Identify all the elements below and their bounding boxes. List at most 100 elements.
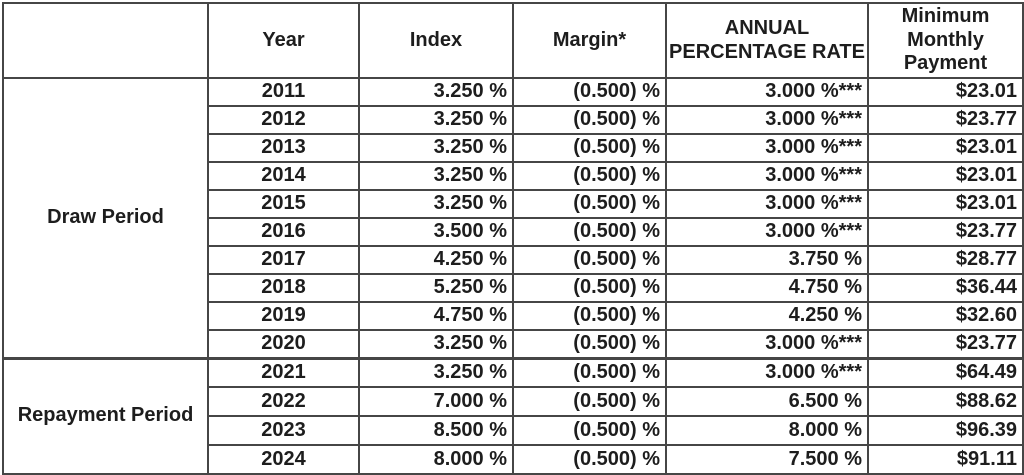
margin-cell: (0.500) % — [512, 217, 667, 247]
payment-cell: $88.62 — [867, 386, 1024, 417]
margin-cell: (0.500) % — [512, 444, 667, 475]
year-cell: 2019 — [207, 301, 360, 331]
table-row: Draw Period 2011 3.250 % (0.500) % 3.000… — [2, 77, 1024, 359]
margin-cell: (0.500) % — [512, 273, 667, 303]
header-apr-line-1: ANNUAL — [724, 16, 810, 39]
index-cell: 3.250 % — [358, 133, 514, 163]
apr-cell: 3.000 %*** — [665, 105, 869, 135]
year-cell: 2015 — [207, 189, 360, 219]
apr-cell: 3.000 %*** — [665, 217, 869, 247]
payment-cell: $23.77 — [867, 105, 1024, 135]
index-cell: 3.500 % — [358, 217, 514, 247]
header-payment-line-1: Minimum — [901, 5, 990, 28]
year-cell: 2013 — [207, 133, 360, 163]
payment-cell: $23.01 — [867, 77, 1024, 107]
index-cell: 4.250 % — [358, 245, 514, 275]
table-row: 2013 3.250 % (0.500) % 3.000 %*** $23.01 — [3, 133, 1024, 163]
payment-cell: $28.77 — [867, 245, 1024, 275]
table-row: 2015 3.250 % (0.500) % 3.000 %*** $23.01 — [3, 189, 1024, 219]
apr-cell: 3.750 % — [665, 245, 869, 275]
margin-cell: (0.500) % — [512, 329, 667, 359]
payment-cell: $32.60 — [867, 301, 1024, 331]
margin-cell: (0.500) % — [512, 415, 667, 446]
margin-cell: (0.500) % — [512, 77, 667, 107]
header-cell-index: Index — [358, 2, 514, 79]
period-cell-draw: Draw Period — [2, 77, 209, 359]
period-cell-repayment: Repayment Period — [2, 356, 209, 475]
index-cell: 3.250 % — [358, 161, 514, 191]
header-cell-apr: ANNUAL PERCENTAGE RATE — [665, 2, 869, 79]
margin-cell: (0.500) % — [512, 301, 667, 331]
table-row: 2020 3.250 % (0.500) % 3.000 %*** $23.77 — [3, 329, 1024, 359]
header-payment-line-3: Payment — [903, 52, 988, 75]
table-row: 2012 3.250 % (0.500) % 3.000 %*** $23.77 — [3, 105, 1024, 135]
payment-cell: $23.77 — [867, 217, 1024, 247]
apr-cell: 8.000 % — [665, 415, 869, 446]
header-payment-line-2: Monthly — [907, 28, 984, 51]
table-row: 2023 8.500 % (0.500) % 8.000 % $96.39 — [3, 415, 1024, 446]
payment-cell: $64.49 — [867, 356, 1024, 388]
index-cell: 4.750 % — [358, 301, 514, 331]
payment-cell: $96.39 — [867, 415, 1024, 446]
index-cell: 8.500 % — [358, 415, 514, 446]
index-cell: 3.250 % — [358, 189, 514, 219]
table-row: 2022 7.000 % (0.500) % 6.500 % $88.62 — [3, 386, 1024, 417]
apr-cell: 3.000 %*** — [665, 77, 869, 107]
payment-cell: $23.01 — [867, 189, 1024, 219]
payment-cell: $23.77 — [867, 329, 1024, 359]
apr-cell: 3.000 %*** — [665, 161, 869, 191]
margin-cell: (0.500) % — [512, 189, 667, 219]
table-row: 2016 3.500 % (0.500) % 3.000 %*** $23.77 — [3, 217, 1024, 247]
index-cell: 7.000 % — [358, 386, 514, 417]
year-cell: 2017 — [207, 245, 360, 275]
payment-cell: $91.11 — [867, 444, 1024, 475]
margin-cell: (0.500) % — [512, 105, 667, 135]
payment-cell: $36.44 — [867, 273, 1024, 303]
apr-cell: 3.000 %*** — [665, 329, 869, 359]
margin-cell: (0.500) % — [512, 161, 667, 191]
margin-cell: (0.500) % — [512, 245, 667, 275]
year-cell: 2021 — [207, 356, 360, 388]
index-cell: 3.250 % — [358, 105, 514, 135]
margin-cell: (0.500) % — [512, 356, 667, 388]
margin-cell: (0.500) % — [512, 386, 667, 417]
year-cell: 2020 — [207, 329, 360, 359]
table-row: 2014 3.250 % (0.500) % 3.000 %*** $23.01 — [3, 161, 1024, 191]
year-cell: 2014 — [207, 161, 360, 191]
apr-cell: 4.750 % — [665, 273, 869, 303]
margin-cell: (0.500) % — [512, 133, 667, 163]
index-cell: 3.250 % — [358, 77, 514, 107]
index-cell: 8.000 % — [358, 444, 514, 475]
year-cell: 2016 — [207, 217, 360, 247]
payment-cell: $23.01 — [867, 133, 1024, 163]
index-cell: 3.250 % — [358, 356, 514, 388]
header-apr-line-2: PERCENTAGE RATE — [669, 40, 865, 63]
table-row: 2017 4.250 % (0.500) % 3.750 % $28.77 — [3, 245, 1024, 275]
year-cell: 2022 — [207, 386, 360, 417]
year-cell: 2024 — [207, 444, 360, 475]
apr-cell: 3.000 %*** — [665, 133, 869, 163]
apr-cell: 6.500 % — [665, 386, 869, 417]
year-cell: 2018 — [207, 273, 360, 303]
payment-cell: $23.01 — [867, 161, 1024, 191]
index-cell: 5.250 % — [358, 273, 514, 303]
year-cell: 2012 — [207, 105, 360, 135]
table-row: 2018 5.250 % (0.500) % 4.750 % $36.44 — [3, 273, 1024, 303]
header-cell-payment: Minimum Monthly Payment — [867, 2, 1024, 79]
table-row: 2024 8.000 % (0.500) % 7.500 % $91.11 — [3, 444, 1024, 475]
apr-cell: 3.000 %*** — [665, 356, 869, 388]
year-cell: 2011 — [207, 77, 360, 107]
table-row: 2019 4.750 % (0.500) % 4.250 % $32.60 — [3, 301, 1024, 331]
header-cell-margin: Margin* — [512, 2, 667, 79]
apr-cell: 7.500 % — [665, 444, 869, 475]
apr-cell: 3.000 %*** — [665, 189, 869, 219]
table-row: Repayment Period 2021 3.250 % (0.500) % … — [2, 356, 1024, 475]
index-cell: 3.250 % — [358, 329, 514, 359]
header-cell-period — [2, 2, 209, 79]
year-cell: 2023 — [207, 415, 360, 446]
apr-cell: 4.250 % — [665, 301, 869, 331]
header-row: Year Index Margin* ANNUAL PERCENTAGE RAT… — [2, 2, 1024, 79]
header-cell-year: Year — [207, 2, 360, 79]
